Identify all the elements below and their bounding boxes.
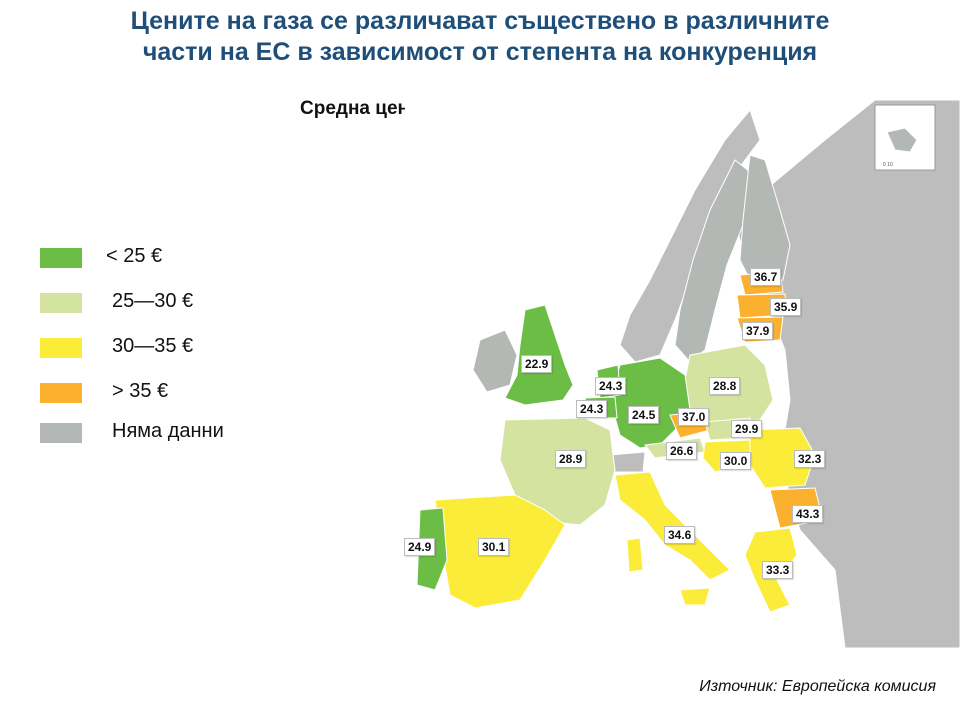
label-bulgaria: 43.3 bbox=[792, 505, 824, 523]
legend-swatch-25-30 bbox=[40, 293, 82, 313]
legend-swatch-no-data bbox=[40, 423, 82, 443]
label-hungary: 30.0 bbox=[720, 452, 752, 470]
legend-label-under-25: < 25 € bbox=[106, 245, 163, 267]
title-line-1: Цените на газа се различават съществено … bbox=[130, 7, 830, 35]
legend-label-over-35: > 35 € bbox=[112, 380, 169, 402]
title-line-2: части на ЕС в зависимост от степента на … bbox=[142, 38, 818, 66]
label-uk: 22.9 bbox=[521, 355, 553, 373]
legend-label-25-30: 25—30 € bbox=[112, 290, 194, 312]
label-portugal: 24.9 bbox=[404, 538, 436, 556]
region-finland bbox=[739, 154, 791, 291]
legend-swatch-under-25 bbox=[40, 248, 82, 268]
label-italy: 34.6 bbox=[664, 526, 696, 544]
inset-scale-text: 0 10 bbox=[883, 162, 893, 168]
label-france: 28.9 bbox=[555, 450, 587, 468]
label-greece: 33.3 bbox=[762, 561, 794, 579]
region-france bbox=[499, 417, 616, 526]
legend-swatch-over-35 bbox=[40, 383, 82, 403]
label-spain: 30.1 bbox=[478, 538, 510, 556]
legend-label-no-data: Няма данни bbox=[112, 420, 224, 442]
source-note: Източник: Европейска комисия bbox=[699, 678, 936, 695]
region-ireland bbox=[472, 329, 518, 393]
page-title: Цените на газа се различават съществено … bbox=[0, 6, 960, 68]
region-sardinia bbox=[626, 537, 644, 573]
label-austria: 26.6 bbox=[666, 442, 698, 460]
label-netherlands: 24.3 bbox=[595, 377, 627, 395]
label-germany: 24.5 bbox=[628, 406, 660, 424]
label-lithuania: 37.9 bbox=[742, 322, 774, 340]
label-czechia: 37.0 bbox=[678, 408, 710, 426]
europe-map: 0 10 bbox=[405, 100, 960, 648]
label-romania: 32.3 bbox=[794, 450, 826, 468]
legend-label-30-35: 30—35 € bbox=[112, 335, 194, 357]
label-latvia: 35.9 bbox=[770, 298, 802, 316]
region-sicily bbox=[679, 587, 711, 606]
legend-swatch-30-35 bbox=[40, 338, 82, 358]
label-estonia: 36.7 bbox=[750, 268, 782, 286]
label-slovakia: 29.9 bbox=[731, 420, 763, 438]
label-poland: 28.8 bbox=[709, 377, 741, 395]
malta-island-icon bbox=[886, 127, 918, 153]
label-belgium: 24.3 bbox=[576, 400, 608, 418]
